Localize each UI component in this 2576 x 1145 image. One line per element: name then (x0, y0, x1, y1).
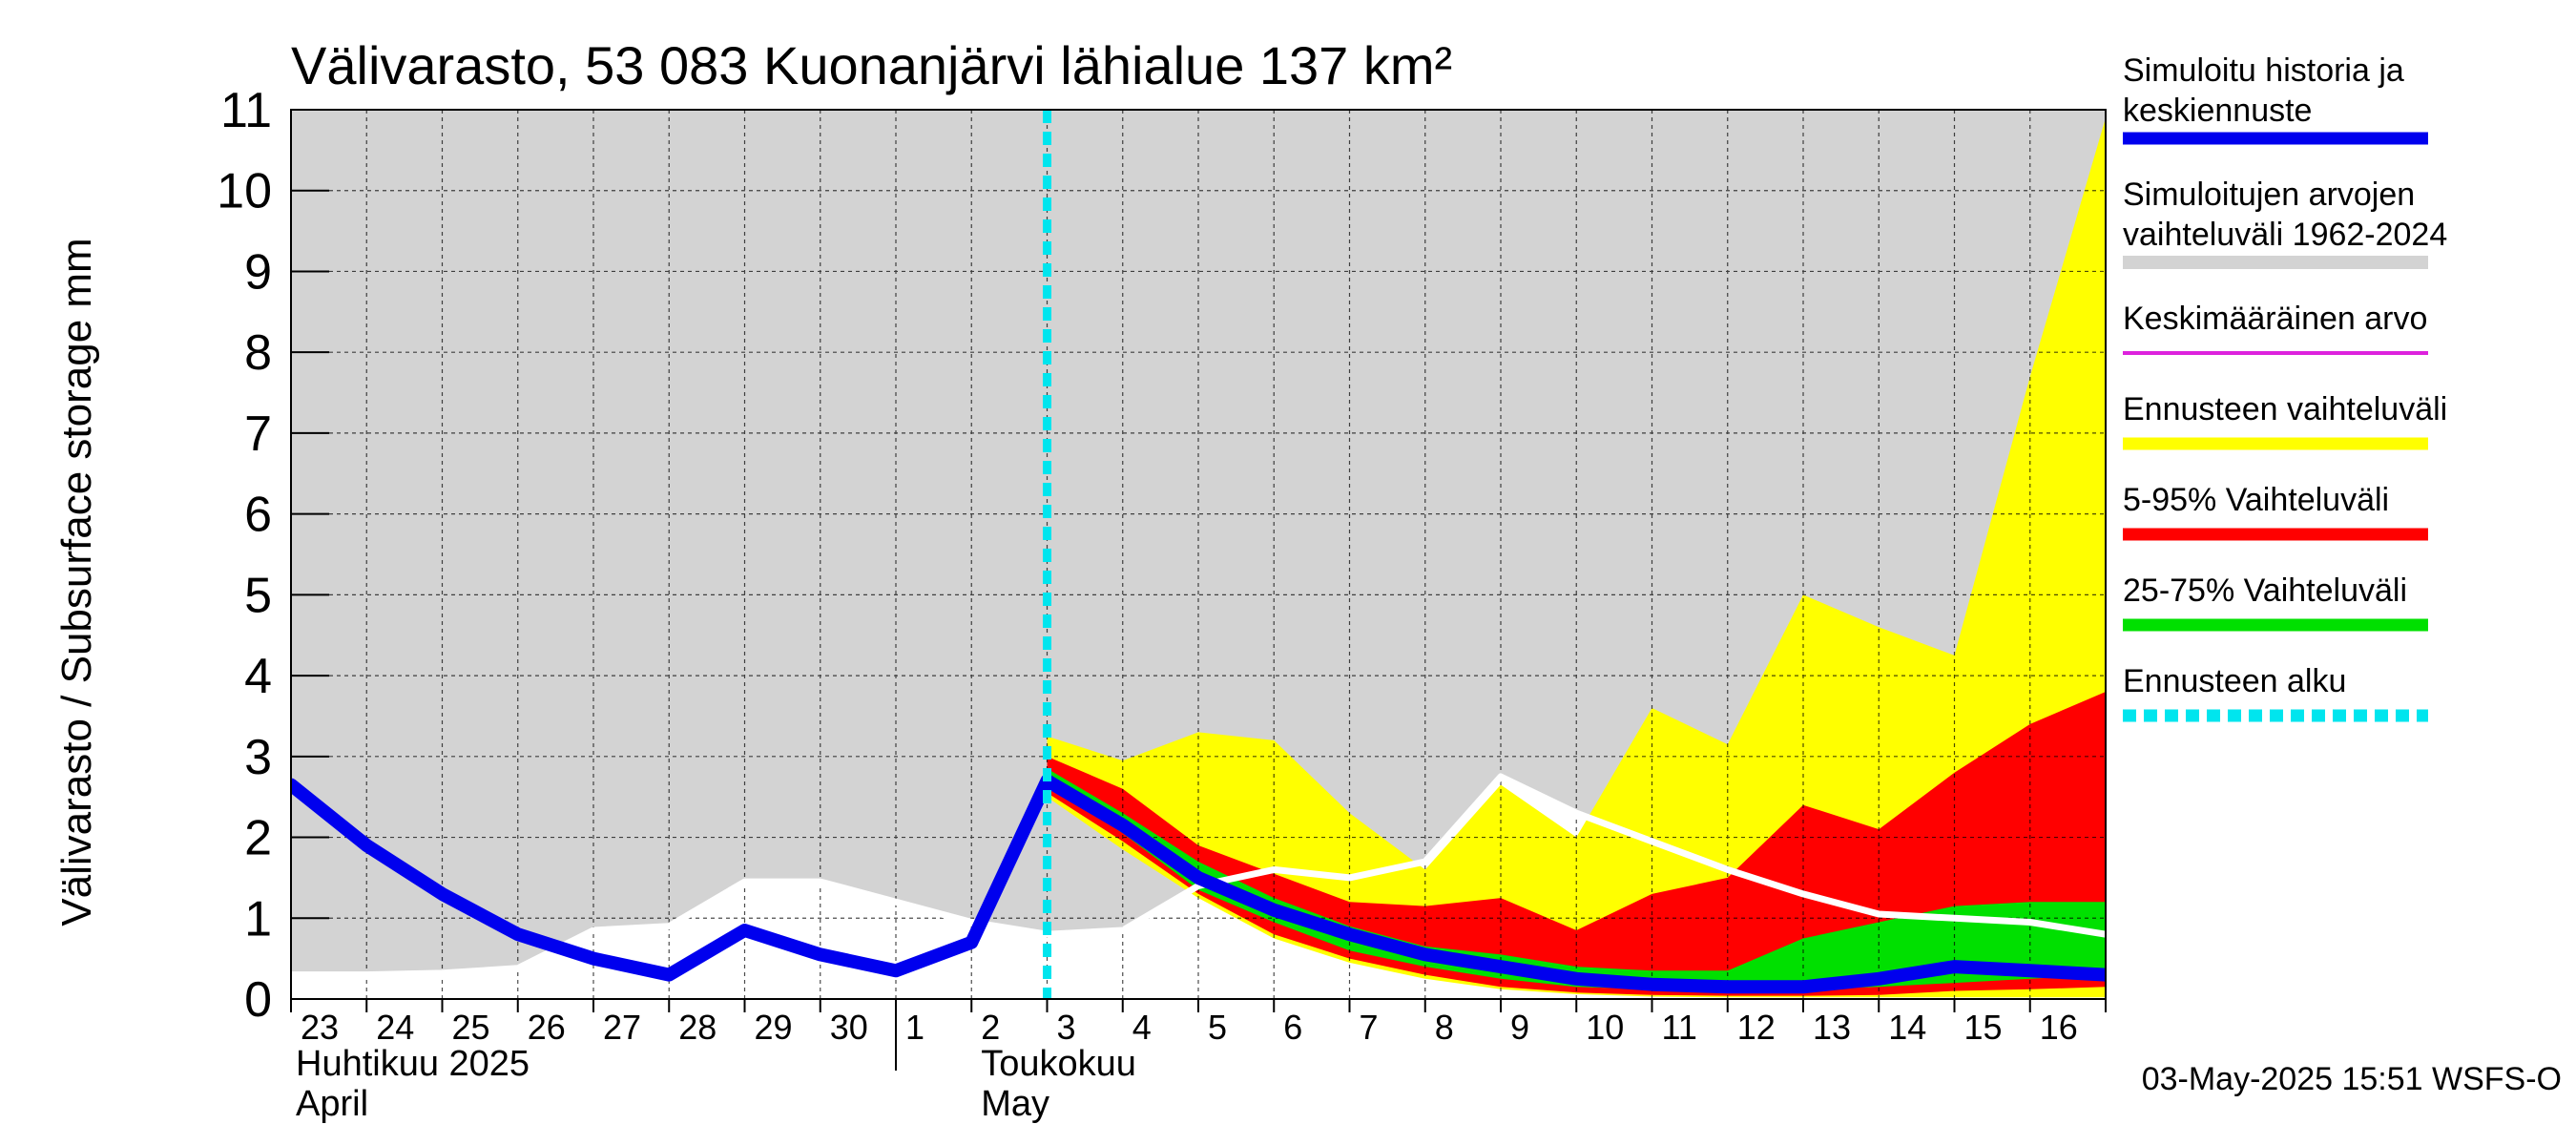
legend: Simuloitu historia jakeskiennusteSimuloi… (2123, 52, 2447, 722)
legend-item: Ennusteen alku (2123, 663, 2428, 722)
legend-item: 5-95% Vaihteluväli (2123, 482, 2428, 541)
timestamp: 03-May-2025 15:51 WSFS-O (2142, 1061, 2562, 1097)
p25-75-band (1047, 768, 2106, 989)
grid-group (291, 110, 2106, 999)
x-day-label: 23 (301, 1008, 339, 1047)
y-tick-label: 5 (244, 568, 272, 623)
month-label-en: April (296, 1084, 368, 1124)
legend-item: Simuloitu historia ja keskiennuste (2123, 52, 2428, 145)
x-day-label: 24 (376, 1008, 414, 1047)
y-tick-label: 4 (244, 649, 272, 704)
legend-item: Ennusteen vaihteluväli (2123, 391, 2447, 450)
legend-label-line2: keskiennuste (2123, 93, 2312, 129)
legend-label-line2: vaihteluväli 1962-2024 (2123, 217, 2447, 253)
x-day-label: 15 (1964, 1008, 2003, 1047)
x-day-label: 25 (452, 1008, 490, 1047)
x-day-label: 12 (1737, 1008, 1776, 1047)
x-day-label: 4 (1132, 1008, 1152, 1047)
forecast-range-band (1047, 117, 2106, 998)
y-tick-label: 6 (244, 488, 272, 543)
x-day-label: 1 (905, 1008, 924, 1047)
mean-line (291, 773, 2106, 979)
legend-label: Simuloitujen arvojen (2123, 177, 2415, 213)
y-axis-label: Välivarasto / Subsurface storage mm (53, 238, 100, 926)
y-tick-label: 2 (244, 811, 272, 866)
x-day-label: 11 (1662, 1008, 1697, 1047)
y-tick-label: 3 (244, 730, 272, 785)
x-day-label: 29 (755, 1008, 793, 1047)
legend-item: Keskimääräinen arvo (2123, 301, 2428, 355)
x-day-label: 10 (1586, 1008, 1624, 1047)
x-day-label: 9 (1510, 1008, 1529, 1047)
x-day-label: 30 (830, 1008, 868, 1047)
y-tick-label: 0 (244, 972, 272, 1028)
legend-label: 25-75% Vaihteluväli (2123, 572, 2407, 609)
x-day-label: 3 (1057, 1008, 1076, 1047)
month-label: Huhtikuu 2025 (296, 1044, 530, 1084)
x-day-label: 26 (528, 1008, 566, 1047)
y-tick-label: 9 (244, 244, 272, 300)
month-label: Toukokuu (981, 1044, 1136, 1084)
y-tick-label: 1 (244, 891, 272, 947)
x-day-label: 2 (981, 1008, 1000, 1047)
x-day-label: 5 (1208, 1008, 1227, 1047)
month-label-en: May (981, 1084, 1049, 1124)
y-tick-label: 10 (217, 164, 272, 219)
x-day-label: 7 (1360, 1008, 1379, 1047)
x-day-label: 6 (1283, 1008, 1302, 1047)
y-tick-label: 7 (244, 406, 272, 462)
y-tick-label: 11 (220, 83, 272, 138)
y-tick-label: 8 (244, 325, 272, 381)
legend-item: Simuloitujen arvojen vaihteluväli 1962-20… (2123, 177, 2447, 269)
x-day-label: 28 (678, 1008, 717, 1047)
legend-label: Ennusteen vaihteluväli (2123, 391, 2447, 427)
legend-label: Simuloitu historia ja (2123, 52, 2404, 89)
legend-item: 25-75% Vaihteluväli (2123, 572, 2428, 632)
main-series-line (291, 774, 2106, 994)
x-day-label: 13 (1813, 1008, 1851, 1047)
chart-title: Välivarasto, 53 083 Kuonanjärvi lähialue… (291, 35, 1452, 95)
x-day-label: 8 (1435, 1008, 1454, 1047)
x-day-label: 16 (2040, 1008, 2078, 1047)
legend-label: 5-95% Vaihteluväli (2123, 482, 2389, 518)
x-day-label: 27 (603, 1008, 641, 1047)
legend-label: Ennusteen alku (2123, 663, 2346, 699)
x-day-label: 14 (1888, 1008, 1926, 1047)
legend-label: Keskimääräinen arvo (2123, 301, 2427, 337)
